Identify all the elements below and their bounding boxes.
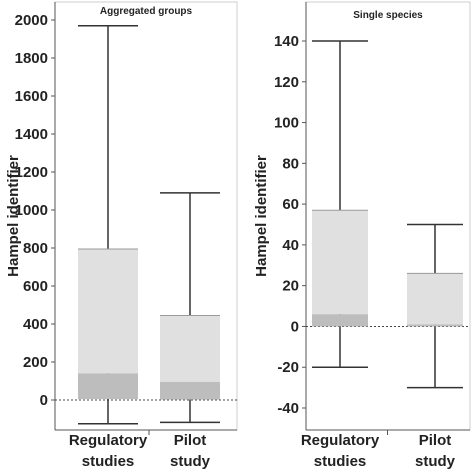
box-0 xyxy=(312,40,368,368)
y-tick-label: 80 xyxy=(282,155,299,172)
y-tick-label: 140 xyxy=(274,33,299,50)
box-upper xyxy=(407,273,463,325)
panel-title: Aggregated groups xyxy=(100,6,193,17)
y-tick-label: 20 xyxy=(282,278,299,295)
y-tick-label: 1000 xyxy=(15,202,48,219)
category-label: study xyxy=(170,453,211,470)
box-lower xyxy=(407,324,463,327)
y-tick-label: -40 xyxy=(277,400,299,417)
box-upper xyxy=(312,210,368,315)
y-tick-label: 1800 xyxy=(15,50,48,67)
y-tick-label: 40 xyxy=(282,237,299,254)
y-tick-label: -20 xyxy=(277,359,299,376)
y-tick-label: 100 xyxy=(274,115,299,132)
box-upper xyxy=(78,248,138,374)
y-tick-label: 1600 xyxy=(15,88,48,105)
box-0 xyxy=(78,24,138,425)
category-label: Regulatory xyxy=(301,432,380,449)
category-label: Pilot xyxy=(174,432,207,449)
box-upper xyxy=(160,315,220,382)
y-axis-label: Hampel identifier xyxy=(253,155,270,277)
box-lower xyxy=(160,381,220,400)
y-tick-label: 2000 xyxy=(15,12,48,29)
y-tick-label: 60 xyxy=(282,196,299,213)
category-label: studies xyxy=(82,453,135,470)
y-tick-label: 600 xyxy=(23,278,48,295)
y-tick-label: 1400 xyxy=(15,126,48,143)
y-tick-label: 1200 xyxy=(15,164,48,181)
y-tick-label: 0 xyxy=(40,392,48,409)
box-1 xyxy=(160,192,220,424)
box-1 xyxy=(407,223,463,389)
y-axis-label: Hampel identifier xyxy=(5,155,22,277)
y-tick-label: 800 xyxy=(23,240,48,257)
panel-title: Single species xyxy=(353,10,423,21)
box-lower xyxy=(312,314,368,327)
y-tick-label: 400 xyxy=(23,316,48,333)
category-label: study xyxy=(415,453,456,470)
panel-single-species: Single species Hampel identifier -40 -20 0 20… xyxy=(253,1,471,470)
box-lower xyxy=(78,373,138,400)
category-label: Pilot xyxy=(419,432,452,449)
panel-aggregated-groups: Aggregated groups Hampel identifier 0 200 40… xyxy=(5,1,238,470)
y-tick-label: 0 xyxy=(291,318,299,335)
category-label: studies xyxy=(314,453,367,470)
category-label: Regulatory xyxy=(69,432,148,449)
y-tick-label: 200 xyxy=(23,354,48,371)
y-tick-label: 120 xyxy=(274,74,299,91)
